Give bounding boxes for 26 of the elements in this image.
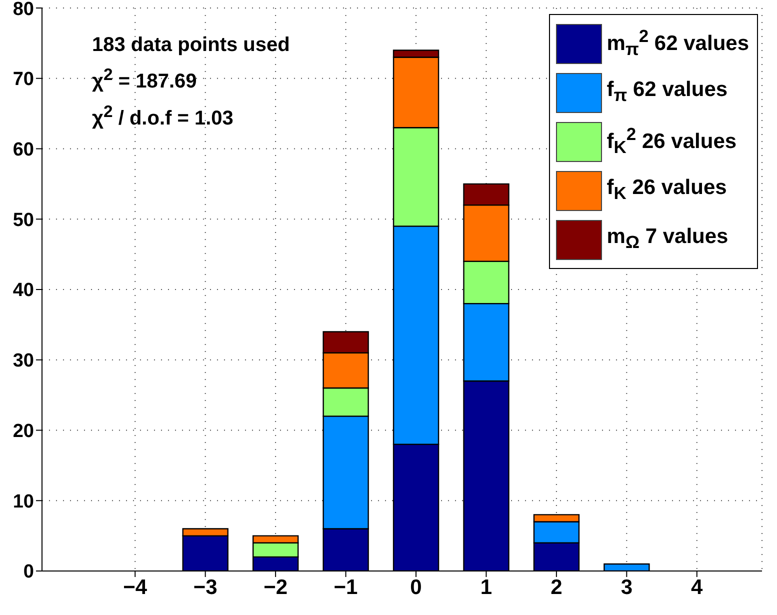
y-tick-label: 10	[12, 491, 34, 512]
annotation: χ$^{2}$ = 187.69	[92, 64, 198, 95]
y-tick-label: 50	[12, 210, 34, 231]
legend-label: m$_{Ω}$ 7 values	[606, 225, 728, 254]
y-tick-label: 0	[23, 562, 34, 583]
legend-label: f$_{K}$$^{2}$ 26 values	[606, 124, 737, 159]
y-tick-label: 70	[12, 69, 34, 90]
legend-label: m$_{π}$$^{2}$ 62 values	[606, 26, 749, 61]
x-tick-label: −2	[264, 576, 288, 599]
x-tick-label: 2	[550, 576, 562, 599]
x-tick-label: −3	[193, 576, 218, 599]
y-tick-label: 20	[12, 420, 34, 442]
y-tick-label: 60	[12, 139, 34, 160]
legend-label: f$_{K}$ 26 values	[606, 176, 727, 205]
x-tick-label: 0	[410, 576, 422, 599]
y-tick-label: 80	[12, 0, 34, 20]
x-tick-label: −1	[334, 576, 358, 599]
x-tick-label: −4	[123, 576, 148, 599]
y-tick-label: 40	[12, 280, 34, 302]
annotation: χ$^{2}$ / d.o.f = 1.03	[92, 100, 234, 132]
x-tick-label: 3	[620, 576, 633, 599]
y-tick-label: 30	[12, 350, 34, 372]
annotation: 183 data points used	[92, 33, 290, 58]
x-tick-label: 4	[691, 576, 704, 599]
legend-label: f$_{π}$ 62 values	[606, 78, 728, 107]
x-tick-label: 1	[480, 576, 492, 599]
